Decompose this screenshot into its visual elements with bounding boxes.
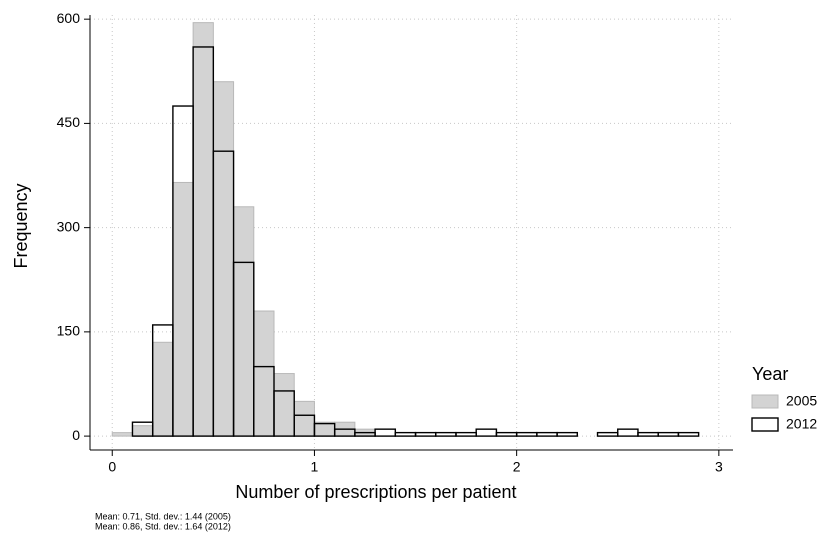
legend-swatch <box>751 394 779 409</box>
bar <box>111 432 133 437</box>
bar <box>536 431 558 437</box>
note: Mean: 0.86, Std. dev.: 1.64 (2012) <box>95 521 231 531</box>
bar <box>475 428 498 437</box>
x-tick-label: 2 <box>513 459 521 475</box>
bar <box>172 181 194 437</box>
bar <box>232 261 255 437</box>
bar <box>556 431 579 437</box>
bar <box>374 428 397 437</box>
x-tick-label: 3 <box>715 459 723 475</box>
x-tick-label: 0 <box>108 459 116 475</box>
legend-label: 2012 <box>786 416 817 432</box>
y-axis-label: Frequency <box>11 183 31 268</box>
legend-title: Year <box>752 364 788 384</box>
y-tick-label: 450 <box>57 114 81 130</box>
bar <box>394 431 417 437</box>
bar <box>495 431 518 437</box>
bar <box>293 400 315 437</box>
bar <box>637 431 659 437</box>
bar <box>192 22 214 437</box>
bar <box>253 310 275 437</box>
bar <box>617 428 639 437</box>
bar <box>414 431 437 437</box>
legend-swatch <box>751 417 779 432</box>
bar <box>273 373 295 437</box>
y-tick-label: 300 <box>57 218 81 234</box>
x-axis-label: Number of prescriptions per patient <box>235 482 516 502</box>
bar <box>212 81 235 437</box>
bar <box>677 431 700 437</box>
legend-label: 2005 <box>786 393 817 409</box>
y-tick-label: 0 <box>72 427 80 443</box>
bar <box>596 431 619 437</box>
bar <box>435 431 457 437</box>
bar <box>657 431 680 437</box>
bar <box>273 390 295 437</box>
note: Mean: 0.71, Std. dev.: 1.44 (2005) <box>95 511 231 521</box>
bar <box>233 206 255 437</box>
bar <box>131 425 154 437</box>
bar <box>515 431 538 437</box>
bar <box>152 341 174 437</box>
y-tick-label: 600 <box>57 10 81 26</box>
y-tick-label: 150 <box>57 323 81 339</box>
bar <box>455 431 477 437</box>
x-tick-label: 1 <box>311 459 319 475</box>
